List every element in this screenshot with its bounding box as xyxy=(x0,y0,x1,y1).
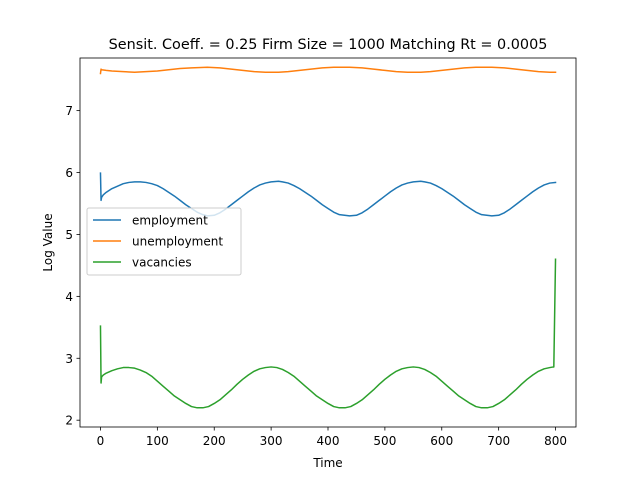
y-tick-label: 3 xyxy=(65,352,73,366)
y-tick-label: 6 xyxy=(65,166,73,180)
y-axis-title: Log Value xyxy=(41,213,55,271)
chart-title: Sensit. Coeff. = 0.25 Firm Size = 1000 M… xyxy=(109,37,548,53)
y-axis: 2 3 4 5 6 7 xyxy=(65,104,80,428)
y-tick-label: 4 xyxy=(65,290,73,304)
x-tick-label: 0 xyxy=(97,434,105,448)
x-tick-label: 300 xyxy=(260,434,283,448)
x-tick-label: 800 xyxy=(544,434,567,448)
legend-frame xyxy=(86,207,242,276)
legend-label-vacancies: vacancies xyxy=(132,256,192,270)
x-tick-label: 500 xyxy=(373,434,396,448)
x-tick-label: 700 xyxy=(487,434,510,448)
x-axis-title: Time xyxy=(312,456,342,470)
y-tick-label: 5 xyxy=(65,228,73,242)
series-line-unemployment xyxy=(99,66,557,75)
legend-label-unemployment: unemployment xyxy=(132,235,223,249)
x-tick-label: 200 xyxy=(203,434,226,448)
series-line-vacancies xyxy=(99,258,557,409)
x-tick-label: 400 xyxy=(317,434,340,448)
y-tick-label: 7 xyxy=(65,104,73,118)
y-tick-label: 2 xyxy=(65,414,73,428)
series-line-employment xyxy=(99,172,557,217)
legend: employment unemployment vacancies xyxy=(86,207,242,276)
legend-label-employment: employment xyxy=(132,214,208,228)
x-tick-label: 100 xyxy=(146,434,169,448)
x-tick-label: 600 xyxy=(430,434,453,448)
series-layer xyxy=(99,66,557,409)
x-axis: 0 100 200 300 400 500 600 700 800 xyxy=(97,427,567,448)
